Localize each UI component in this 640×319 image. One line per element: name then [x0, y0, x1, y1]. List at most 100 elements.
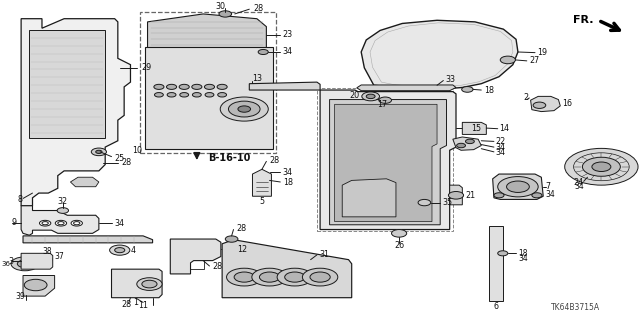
Polygon shape	[148, 14, 266, 56]
Circle shape	[259, 272, 280, 282]
Bar	[152, 125, 225, 129]
Polygon shape	[462, 122, 486, 134]
Circle shape	[500, 56, 515, 64]
Text: 36: 36	[1, 261, 10, 267]
Circle shape	[205, 93, 214, 97]
Text: 9: 9	[12, 218, 17, 227]
Polygon shape	[145, 47, 273, 149]
Polygon shape	[252, 169, 271, 196]
Circle shape	[154, 93, 163, 97]
Text: 18: 18	[484, 86, 494, 95]
Bar	[118, 274, 147, 292]
Text: 28: 28	[121, 300, 131, 309]
Text: 28: 28	[269, 156, 280, 165]
Text: 28: 28	[237, 224, 247, 233]
Text: 26: 26	[394, 241, 404, 250]
Polygon shape	[489, 226, 503, 301]
Circle shape	[142, 280, 157, 288]
Circle shape	[71, 220, 83, 226]
Polygon shape	[320, 90, 456, 230]
Circle shape	[225, 236, 238, 242]
Circle shape	[277, 268, 312, 286]
Polygon shape	[23, 236, 152, 243]
Text: 14: 14	[500, 124, 509, 133]
Circle shape	[96, 150, 102, 153]
Bar	[152, 119, 225, 123]
Polygon shape	[222, 240, 352, 298]
Circle shape	[204, 84, 214, 89]
Circle shape	[533, 102, 546, 108]
Circle shape	[167, 93, 176, 97]
Text: 6: 6	[493, 302, 499, 311]
Circle shape	[238, 106, 251, 112]
Text: 3: 3	[8, 257, 13, 266]
Circle shape	[494, 193, 504, 198]
Circle shape	[92, 148, 106, 156]
Circle shape	[465, 139, 474, 144]
Circle shape	[11, 257, 39, 271]
Text: 11: 11	[138, 301, 148, 310]
Bar	[317, 88, 453, 231]
Polygon shape	[21, 253, 52, 269]
Text: 37: 37	[54, 252, 65, 261]
Polygon shape	[250, 82, 320, 90]
Bar	[38, 161, 47, 166]
Circle shape	[37, 257, 47, 262]
Text: 13: 13	[252, 74, 262, 84]
Text: 25: 25	[115, 154, 125, 163]
Circle shape	[154, 84, 164, 89]
Text: 19: 19	[537, 48, 547, 57]
Text: 21: 21	[465, 191, 476, 200]
Text: 39: 39	[15, 292, 25, 301]
Text: 35: 35	[442, 198, 452, 207]
Text: 16: 16	[562, 99, 572, 108]
Text: 29: 29	[141, 63, 152, 72]
Circle shape	[379, 97, 392, 103]
Polygon shape	[493, 174, 543, 199]
Circle shape	[285, 272, 305, 282]
Text: 28: 28	[121, 159, 131, 167]
Circle shape	[217, 84, 227, 89]
Text: 20: 20	[350, 91, 360, 100]
Polygon shape	[111, 269, 162, 298]
Circle shape	[115, 248, 125, 253]
Circle shape	[392, 230, 406, 237]
Bar	[140, 12, 276, 153]
Circle shape	[137, 278, 162, 290]
Bar	[26, 256, 45, 267]
Text: 12: 12	[237, 245, 248, 254]
Text: 27: 27	[529, 56, 540, 65]
Text: 38: 38	[42, 247, 52, 256]
Circle shape	[449, 191, 463, 199]
Circle shape	[179, 84, 189, 89]
Text: 17: 17	[377, 100, 387, 109]
Polygon shape	[170, 239, 221, 274]
Text: 30: 30	[216, 2, 226, 11]
Circle shape	[592, 162, 611, 172]
Text: 23: 23	[283, 30, 293, 39]
Circle shape	[366, 94, 375, 99]
Text: 34: 34	[496, 143, 506, 152]
Circle shape	[498, 177, 538, 197]
Circle shape	[532, 193, 542, 198]
Text: 18: 18	[283, 178, 293, 187]
Text: 34: 34	[546, 189, 556, 198]
Circle shape	[228, 101, 260, 117]
Polygon shape	[531, 96, 560, 112]
Text: 34: 34	[496, 148, 506, 157]
Bar	[152, 130, 225, 134]
Text: 28: 28	[253, 4, 264, 13]
Text: 7: 7	[546, 182, 551, 191]
Circle shape	[57, 208, 68, 213]
Polygon shape	[330, 100, 447, 225]
Text: 28: 28	[212, 263, 222, 271]
Polygon shape	[356, 85, 456, 91]
Polygon shape	[335, 104, 437, 222]
Bar	[178, 252, 204, 269]
Polygon shape	[21, 206, 99, 235]
Text: 10: 10	[132, 146, 142, 155]
Text: 22: 22	[496, 137, 506, 146]
Text: 18: 18	[518, 249, 527, 258]
Text: FR.: FR.	[573, 15, 594, 25]
Text: 5: 5	[259, 197, 264, 205]
